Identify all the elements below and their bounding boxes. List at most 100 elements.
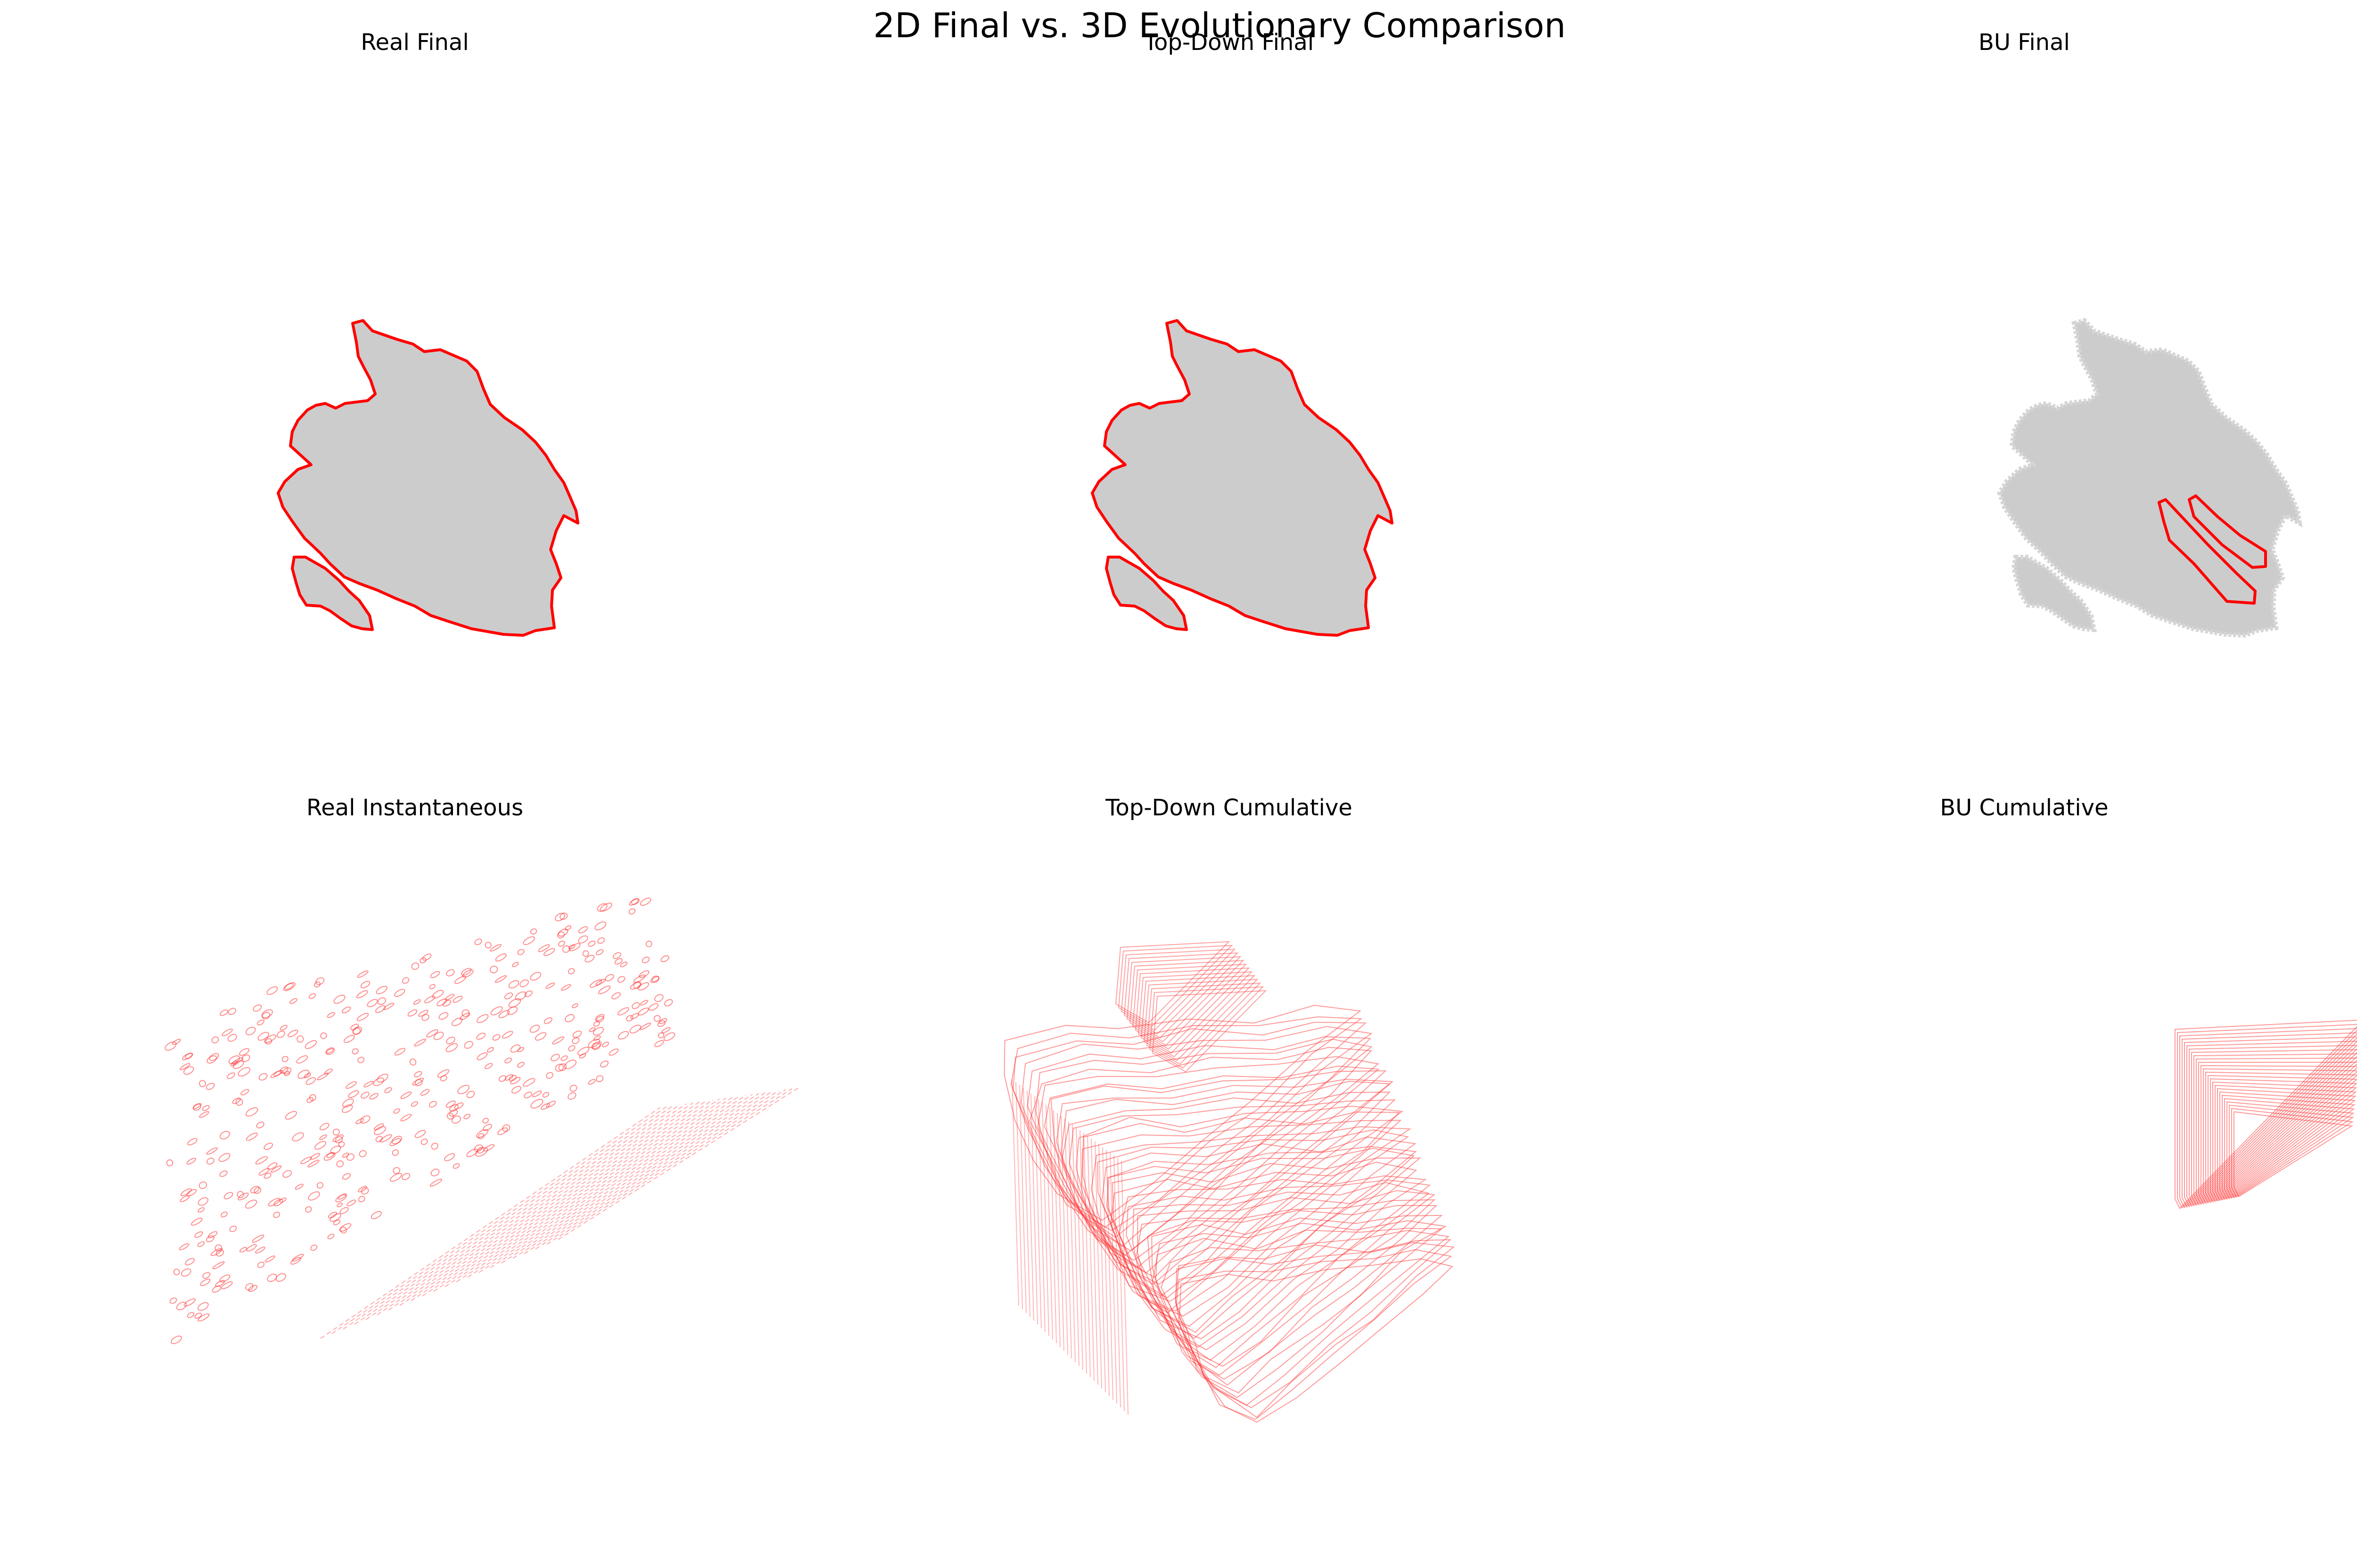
perimeter-ring — [183, 1298, 196, 1307]
perimeter-ring — [264, 1173, 272, 1179]
perimeter-ring — [517, 949, 525, 955]
perimeter-ring — [200, 1278, 211, 1286]
perimeter-ring — [544, 1017, 552, 1024]
perimeter-layer — [2233, 1111, 2353, 1198]
perimeter-ring — [310, 1244, 318, 1251]
perimeter-ring — [186, 1158, 197, 1165]
perimeter-ring — [335, 1194, 347, 1203]
perimeter-ring — [258, 1073, 268, 1081]
top-down-final-plot — [1091, 319, 1393, 637]
perimeter-ring — [630, 1013, 639, 1019]
perimeter-ring — [429, 1178, 443, 1187]
perimeter-ring — [166, 1159, 173, 1166]
perimeter-trace — [320, 1107, 660, 1339]
perimeter-ring — [510, 1077, 521, 1084]
perimeter-ring — [413, 999, 421, 1005]
perimeter-ring — [257, 1261, 265, 1268]
perimeter-ring — [498, 1075, 507, 1082]
perimeter-ring — [255, 1247, 266, 1254]
perimeter-ring — [445, 1100, 456, 1108]
perimeter-layer — [1027, 1036, 1372, 1247]
perimeter-wall — [1064, 1118, 1072, 1359]
perimeter-ring — [197, 1241, 205, 1247]
perimeter-layer — [2229, 1104, 2354, 1199]
perimeter-layer — [2231, 1108, 2354, 1198]
perimeter-ring — [597, 903, 608, 912]
perimeter-ring — [393, 1167, 400, 1174]
perimeter-layer — [2182, 1032, 2357, 1208]
perimeter-ring — [345, 1081, 357, 1089]
perimeter-ring — [356, 1013, 369, 1021]
perimeter-ring — [320, 1032, 327, 1039]
perimeter-ring — [330, 1213, 341, 1222]
perimeter-ring — [637, 1007, 649, 1016]
perimeter-ring — [308, 993, 316, 999]
perimeter-trace — [399, 1100, 707, 1306]
perimeter-ring — [498, 1010, 510, 1018]
perimeter-layer — [2179, 1028, 2357, 1208]
perimeter-wall — [1068, 1121, 1076, 1363]
perimeter-layer — [2191, 1049, 2357, 1206]
perimeter-ring — [358, 1186, 367, 1192]
perimeter-ring — [305, 1040, 317, 1049]
perimeter-layer — [1132, 963, 1247, 1046]
perimeter-ring — [319, 1123, 330, 1131]
perimeter-trace — [558, 1087, 799, 1240]
perimeter-ring — [356, 990, 368, 999]
perimeter-ring — [273, 1211, 280, 1218]
perimeter-ring — [264, 1142, 273, 1150]
perimeter-ring — [232, 1060, 244, 1069]
perimeter-wall — [1083, 1133, 1091, 1378]
perimeter-ring — [207, 1231, 218, 1239]
perimeter-ring — [530, 928, 537, 935]
perimeter-ring — [568, 1045, 576, 1051]
perimeter-ring — [191, 1217, 203, 1226]
perimeter-ring — [664, 999, 673, 1007]
perimeter-ring — [215, 1280, 225, 1287]
perimeter-ring — [235, 1098, 243, 1106]
perimeter-ring — [394, 989, 405, 997]
perimeter-ring — [238, 1067, 251, 1077]
perimeter-ring — [229, 1225, 237, 1232]
perimeter-ring — [523, 1078, 536, 1087]
perimeter-ring — [637, 982, 650, 991]
perimeter-layer — [1056, 1078, 1394, 1278]
perimeter-trace — [535, 1089, 786, 1249]
perimeter-ring — [342, 1098, 354, 1108]
perimeter-ring — [369, 1093, 379, 1100]
perimeter-ring — [241, 1054, 250, 1062]
perimeter-layer — [2205, 1071, 2357, 1203]
perimeter-ring — [485, 942, 492, 949]
perimeter-layer — [2208, 1075, 2357, 1203]
perimeter-ring — [640, 897, 651, 906]
perimeter-ring — [357, 970, 369, 978]
perimeter-ring — [292, 1132, 304, 1141]
perimeter-layer — [2196, 1058, 2357, 1205]
perimeter-layer — [1161, 1230, 1450, 1406]
perimeter-trace — [478, 1094, 753, 1273]
perimeter-ring — [508, 980, 519, 989]
perimeter-layer — [2212, 1081, 2357, 1202]
perimeter-ring — [538, 944, 550, 952]
perimeter-ring — [306, 1097, 314, 1103]
perimeter-ring — [308, 1191, 320, 1201]
perimeter-ring — [367, 999, 378, 1008]
perimeter-layer — [2203, 1068, 2357, 1204]
perimeter-ring — [414, 1038, 426, 1047]
perimeter-ring — [219, 1009, 229, 1016]
perimeter-ring — [328, 1212, 338, 1219]
perimeter-layer — [1155, 1228, 1443, 1398]
bu-final-plot — [1997, 318, 2303, 638]
perimeter-ring — [176, 1302, 187, 1311]
perimeter-layer — [2186, 1041, 2357, 1207]
perimeter-ring — [199, 1111, 209, 1118]
perimeter-ring — [482, 1117, 489, 1124]
perimeter-ring — [206, 1235, 214, 1242]
perimeter-ring — [414, 1130, 426, 1138]
perimeter-ring — [317, 1072, 329, 1081]
perimeter-ring — [332, 1134, 344, 1142]
perimeter-ring — [653, 1015, 661, 1022]
perimeter-ring — [594, 1014, 605, 1021]
perimeter-ring — [626, 1015, 634, 1022]
perimeter-ring — [628, 908, 636, 915]
